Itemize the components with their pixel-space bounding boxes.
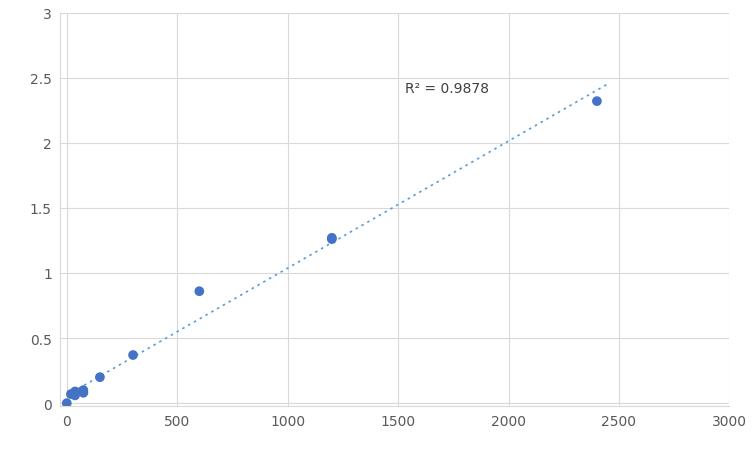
Point (326, 236, 338, 243)
Point (591, 98, 603, 106)
Point (61, 400, 73, 407)
Point (326, 235, 338, 242)
Point (193, 288, 205, 295)
Point (65, 391, 77, 398)
Text: R² = 0.9878: R² = 0.9878 (405, 82, 489, 96)
Point (69, 392, 81, 399)
Point (94, 374, 106, 381)
Point (127, 352, 139, 359)
Point (77, 387, 89, 394)
Point (77, 389, 89, 396)
Point (69, 388, 81, 395)
